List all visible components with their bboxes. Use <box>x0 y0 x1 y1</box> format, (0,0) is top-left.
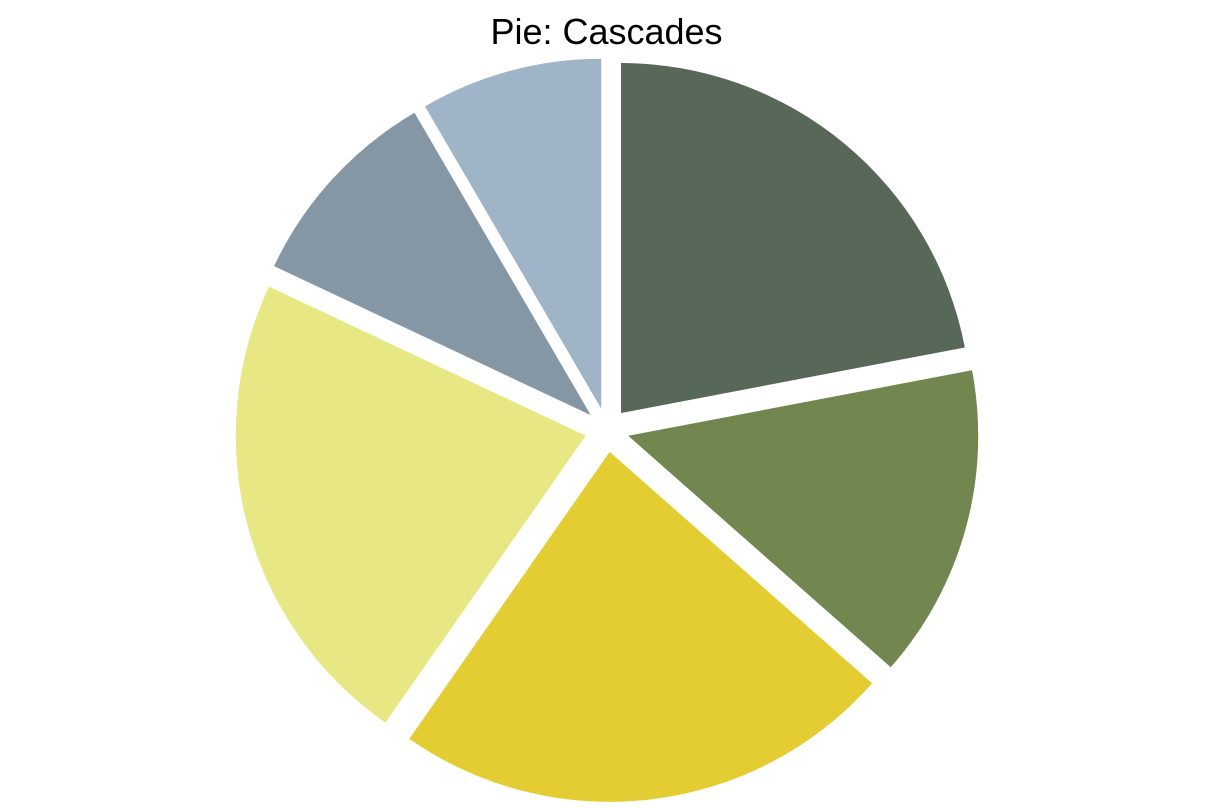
pie-slice-6 <box>424 58 602 409</box>
pie-slice-2 <box>628 370 979 668</box>
pie-slices <box>235 58 979 802</box>
pie-slice-1 <box>621 63 965 414</box>
pie-slice-4 <box>235 286 586 723</box>
pie-slice-5 <box>274 112 591 416</box>
chart-title: Pie: Cascades <box>490 11 723 52</box>
pie-slice-3 <box>409 451 873 802</box>
